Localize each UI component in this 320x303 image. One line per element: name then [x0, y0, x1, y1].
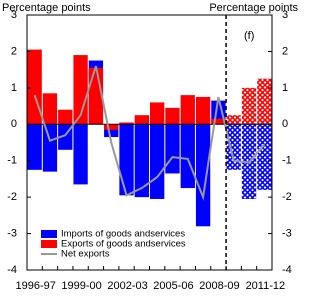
legend-swatch	[41, 240, 57, 248]
y2-tick-label: -1	[282, 155, 292, 167]
bar	[180, 124, 195, 189]
y2-tick-label: 0	[282, 118, 288, 130]
legend-label: Exports of goods andservices	[61, 239, 186, 250]
y2-tick-label: 3	[282, 9, 288, 21]
bar	[180, 95, 195, 125]
bar	[226, 124, 241, 170]
legend-swatch	[41, 230, 57, 238]
y2-tick-label: 2	[282, 45, 288, 57]
bar	[73, 124, 88, 185]
bar	[119, 124, 134, 196]
y-axis-label: Percentage points	[2, 2, 91, 14]
y2-axis-label: Percentage points	[209, 2, 298, 14]
bar	[134, 115, 149, 125]
bar	[150, 102, 165, 125]
bar	[226, 115, 241, 125]
chart: Percentage points Percentage points (f) …	[2, 2, 298, 292]
bar	[257, 124, 272, 190]
y-tick-label: 1	[11, 82, 17, 94]
bar	[42, 124, 58, 172]
x-tick-label: 1999-00	[61, 280, 101, 292]
annotation: (f)	[244, 30, 254, 42]
bar	[257, 78, 272, 125]
y2-tick-label: -2	[282, 191, 292, 203]
bar	[134, 124, 149, 198]
bar	[195, 124, 211, 227]
y-tick-label: 3	[11, 9, 17, 21]
bar	[104, 124, 119, 130]
x-tick-label: 2002-03	[107, 280, 147, 292]
bar	[119, 122, 134, 125]
y2-tick-label: -4	[282, 264, 292, 276]
bar	[165, 124, 180, 174]
y-tick-label: 2	[11, 45, 17, 57]
y-tick-label: -3	[7, 227, 17, 239]
y2-tick-label: 1	[282, 82, 288, 94]
x-tick-label: 2005-06	[153, 280, 193, 292]
y-tick-label: 0	[11, 118, 17, 130]
y2-tick-label: -3	[282, 227, 292, 239]
legend-label: Net exports	[61, 249, 110, 260]
y-tick-label: -4	[7, 264, 17, 276]
bar	[211, 118, 226, 125]
bar	[42, 93, 58, 125]
bar	[241, 87, 257, 125]
bar	[150, 124, 165, 199]
bar	[165, 107, 180, 125]
bar	[27, 124, 42, 170]
legend-label: Imports of goods andservices	[61, 229, 185, 240]
x-tick-label: 2011-12	[246, 280, 286, 292]
y-tick-label: -1	[7, 155, 17, 167]
x-tick-label: 2008-09	[199, 280, 239, 292]
bar	[195, 96, 211, 125]
x-tick-label: 1996-97	[15, 280, 55, 292]
y-tick-label: -2	[7, 191, 17, 203]
bar	[58, 109, 73, 125]
